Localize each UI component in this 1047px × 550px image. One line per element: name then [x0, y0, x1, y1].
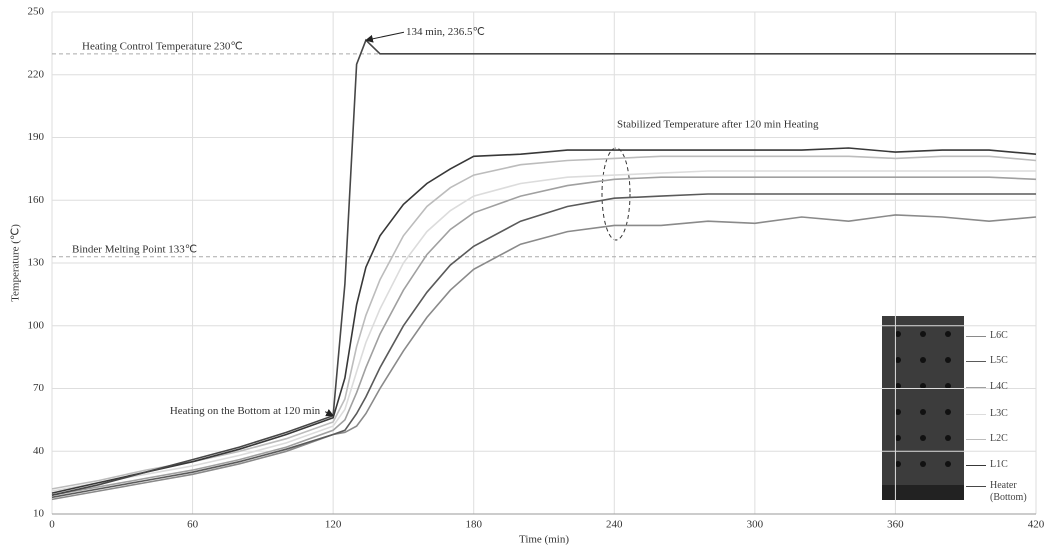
y-tick-label: 220	[28, 68, 45, 80]
y-tick-label: 250	[28, 6, 45, 18]
x-tick-label: 240	[606, 519, 623, 531]
legend-swatch	[966, 336, 986, 337]
y-axis-title: Temperature (℃)	[10, 224, 22, 302]
y-tick-label: 100	[28, 319, 45, 331]
x-axis-title: Time (min)	[519, 534, 569, 546]
legend-item: L6C	[966, 330, 1038, 342]
x-tick-label: 0	[49, 519, 55, 531]
legend-item: Heater (Bottom)	[966, 480, 1038, 504]
y-tick-label: 130	[28, 257, 45, 269]
x-tick-label: 180	[465, 519, 482, 531]
legend-item: L5C	[966, 355, 1038, 367]
reference-label: Binder Melting Point 133℃	[72, 243, 197, 255]
legend-swatch	[966, 486, 986, 487]
annotation-arrow	[366, 32, 404, 40]
chart: Time (min) Temperature (℃) Stabilized Te…	[0, 0, 1047, 550]
annotation: 134 min, 236.5℃	[406, 26, 485, 38]
y-tick-label: 40	[33, 445, 45, 457]
legend-label: L1C	[990, 459, 1038, 471]
y-tick-label: 10	[33, 508, 45, 520]
legend-item: L4C	[966, 381, 1038, 393]
legend-swatch	[966, 414, 986, 415]
legend-label: L2C	[990, 433, 1038, 445]
inset-photo	[882, 316, 964, 500]
legend-item: L3C	[966, 408, 1038, 420]
legend-swatch	[966, 439, 986, 440]
x-tick-label: 60	[187, 519, 199, 531]
annotation-arrow	[325, 412, 333, 416]
reference-label: Heating Control Temperature 230℃	[82, 40, 243, 52]
x-tick-label: 360	[887, 519, 904, 531]
legend-label: L3C	[990, 408, 1038, 420]
x-tick-label: 120	[325, 519, 342, 531]
legend-label: L6C	[990, 330, 1038, 342]
legend-swatch	[966, 361, 986, 362]
legend-label: L5C	[990, 355, 1038, 367]
y-tick-label: 70	[33, 382, 45, 394]
page: Time (min) Temperature (℃) Stabilized Te…	[0, 0, 1047, 550]
legend-label: Heater (Bottom)	[990, 480, 1038, 504]
x-tick-label: 420	[1028, 519, 1045, 531]
legend-swatch	[966, 465, 986, 466]
legend-item: L2C	[966, 433, 1038, 445]
annotation: Heating on the Bottom at 120 min	[170, 405, 321, 417]
legend-item: L1C	[966, 459, 1038, 471]
legend-label: L4C	[990, 381, 1038, 393]
y-tick-label: 190	[28, 131, 45, 143]
legend-swatch	[966, 387, 986, 388]
x-tick-label: 300	[747, 519, 764, 531]
stabilized-annotation: Stabilized Temperature after 120 min Hea…	[617, 119, 819, 131]
y-tick-label: 160	[28, 194, 45, 206]
